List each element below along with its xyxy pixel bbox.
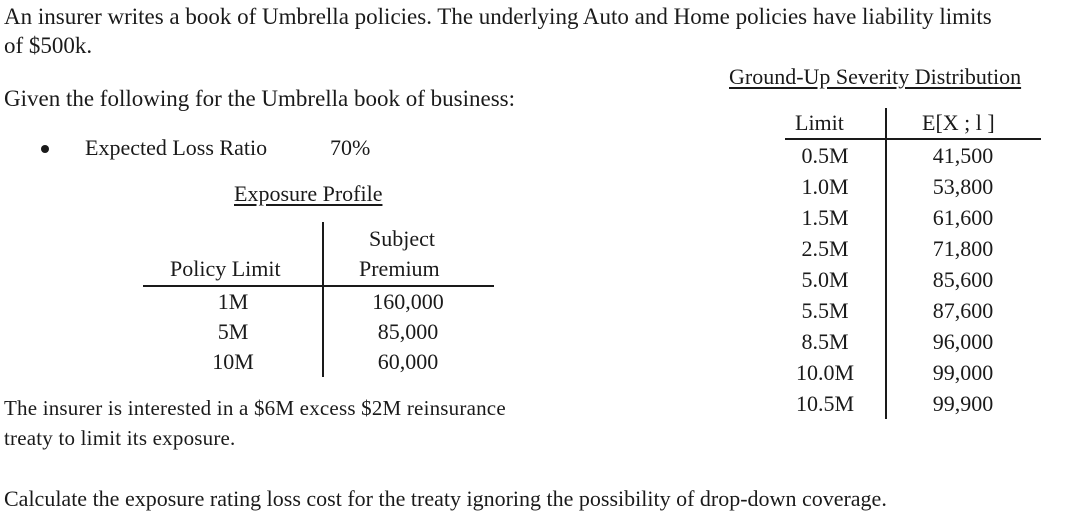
severity-limit-cell: 1.5M [801, 205, 849, 230]
severity-lev-column: 41,500 53,800 61,600 71,800 85,600 87,60… [913, 140, 1013, 419]
subject-premium-column: 160,000 85,000 60,000 [358, 287, 458, 377]
exposure-profile-title: Exposure Profile [234, 181, 383, 206]
severity-lev-cell: 71,800 [932, 236, 994, 261]
exposure-limit-cell: 10M [212, 349, 254, 374]
severity-limit-column: 0.5M 1.0M 1.5M 2.5M 5.0M 5.5M 8.5M 10.0M… [775, 140, 875, 419]
severity-lev-cell: 53,800 [932, 174, 994, 199]
severity-lev-cell: 99,900 [932, 391, 994, 416]
severity-lev-cell: 41,500 [932, 143, 994, 168]
exposure-header-rule [143, 285, 494, 287]
severity-limit-cell: 0.5M [801, 143, 849, 168]
severity-limit-cell: 5.5M [801, 298, 849, 323]
policy-limit-header: Policy Limit [170, 256, 281, 281]
intro-line-1: An insurer writes a book of Umbrella pol… [4, 4, 992, 29]
premium-header-line-1: Subject [369, 226, 435, 251]
calculate-instruction: Calculate the exposure rating loss cost … [4, 486, 887, 511]
exposure-column-divider [322, 222, 324, 377]
severity-limit-cell: 1.0M [801, 174, 849, 199]
severity-lev-cell: 61,600 [932, 205, 994, 230]
severity-distribution-title: Ground-Up Severity Distribution [729, 64, 1022, 89]
exposure-premium-cell: 160,000 [372, 289, 444, 314]
exposure-limit-cell: 1M [217, 289, 249, 314]
severity-lev-cell: 85,600 [932, 267, 994, 292]
severity-limit-cell: 8.5M [801, 329, 849, 354]
severity-limit-cell: 10.5M [795, 391, 855, 416]
premium-header-line-2: Premium [359, 256, 440, 281]
expected-loss-ratio-value: 70% [330, 135, 371, 160]
treaty-line-2: treaty to limit its exposure. [4, 426, 236, 450]
severity-header-rule [785, 138, 1041, 140]
severity-limit-cell: 10.0M [795, 360, 855, 385]
intro-line-2: of $500k. [4, 33, 93, 58]
policy-limit-column: 1M 5M 10M [183, 287, 283, 377]
severity-limit-cell: 2.5M [801, 236, 849, 261]
severity-column-divider [885, 108, 887, 419]
exposure-premium-cell: 60,000 [377, 349, 439, 374]
exposure-limit-cell: 5M [217, 319, 249, 344]
given-text: Given the following for the Umbrella boo… [4, 86, 516, 111]
severity-lev-header: E[X ; l ] [922, 110, 995, 135]
bullet-dot [41, 145, 49, 153]
severity-limit-header: Limit [795, 110, 844, 135]
treaty-line-1: The insurer is interested in a $6M exces… [4, 396, 506, 420]
severity-lev-cell: 99,000 [932, 360, 994, 385]
exposure-premium-cell: 85,000 [377, 319, 439, 344]
severity-lev-cell: 96,000 [932, 329, 994, 354]
severity-limit-cell: 5.0M [801, 267, 849, 292]
expected-loss-ratio-label: Expected Loss Ratio [85, 135, 268, 160]
severity-lev-cell: 87,600 [932, 298, 994, 323]
